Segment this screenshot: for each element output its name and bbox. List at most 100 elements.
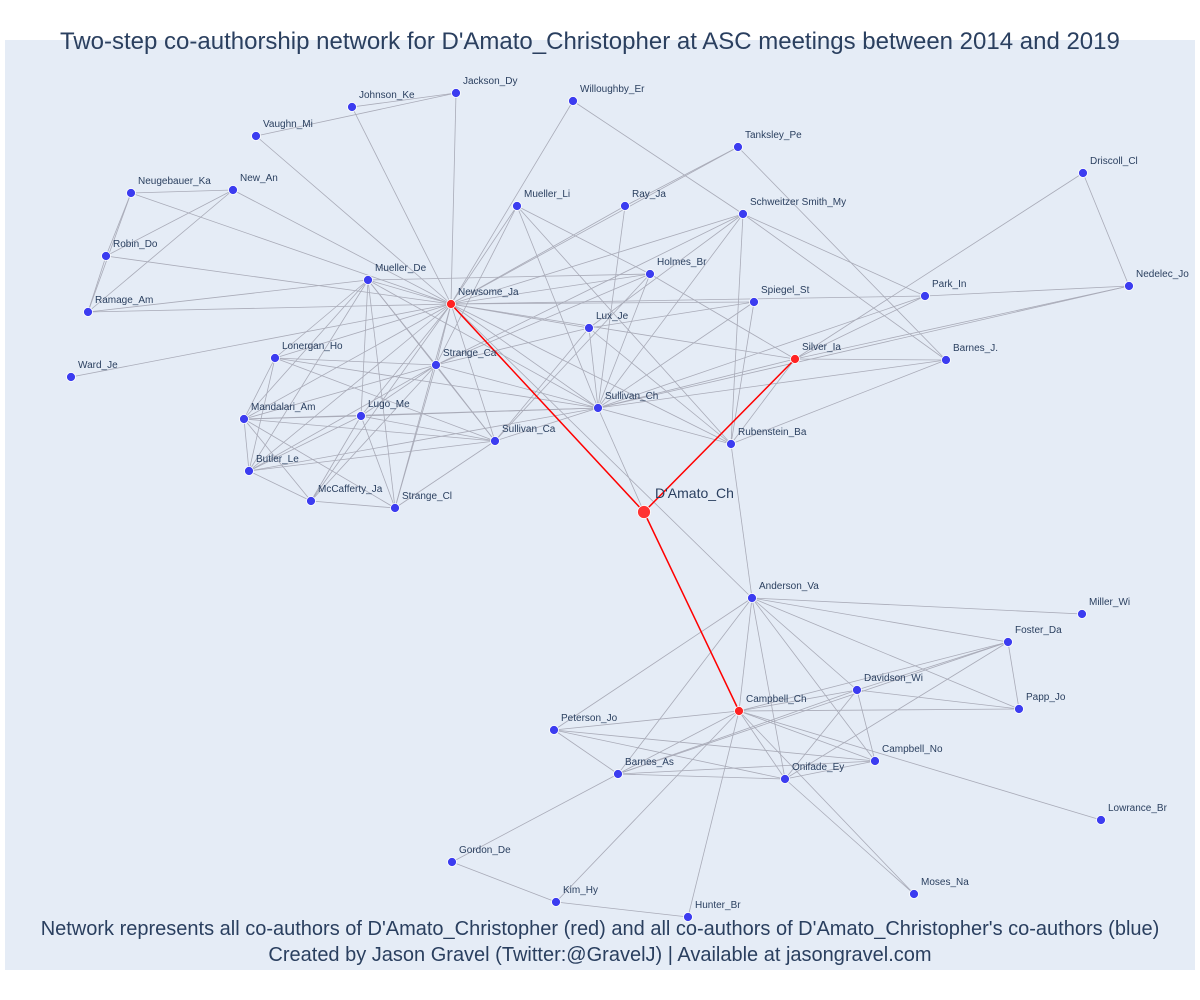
node-strange-ca[interactable] bbox=[431, 360, 441, 370]
node-lonergan-ho[interactable] bbox=[270, 353, 280, 363]
node-label-mueller-li: Mueller_Li bbox=[524, 189, 570, 200]
node-strange-cl[interactable] bbox=[390, 503, 400, 513]
coauthor-edge bbox=[367, 279, 396, 509]
node-label-spiegel-st: Spiegel_St bbox=[761, 285, 810, 296]
node-davidson-wi[interactable] bbox=[852, 685, 862, 695]
node-holmes-br[interactable] bbox=[645, 269, 655, 279]
node-d-amato-ch[interactable] bbox=[637, 505, 651, 519]
node-hunter-br[interactable] bbox=[683, 912, 693, 922]
node-neugebauer-ka[interactable] bbox=[126, 188, 136, 198]
coauthor-edge bbox=[494, 407, 599, 442]
node-jackson-dy[interactable] bbox=[451, 88, 461, 98]
node-park-in[interactable] bbox=[920, 291, 930, 301]
node-robin-do[interactable] bbox=[101, 251, 111, 261]
node-butler-le[interactable] bbox=[244, 466, 254, 476]
coauthor-edge bbox=[451, 773, 619, 863]
node-sullivan-ch[interactable] bbox=[593, 403, 603, 413]
node-label-silver-ia: Silver_Ia bbox=[802, 342, 841, 353]
coauthor-edge bbox=[450, 92, 457, 305]
coauthor-edge bbox=[751, 597, 1009, 643]
coauthor-edge bbox=[494, 273, 651, 442]
node-gordon-de[interactable] bbox=[447, 857, 457, 867]
footer-credit: Created by Jason Gravel (Twitter:@Gravel… bbox=[268, 944, 932, 966]
coauthor-edge bbox=[649, 273, 796, 360]
node-onifade-ey[interactable] bbox=[780, 774, 790, 784]
node-label-gordon-de: Gordon_De bbox=[459, 845, 511, 856]
node-mccafferty-ja[interactable] bbox=[306, 496, 316, 506]
coauthor-edge bbox=[274, 357, 599, 409]
coauthor-edge bbox=[856, 689, 1020, 710]
node-ward-je[interactable] bbox=[66, 372, 76, 382]
node-new-an[interactable] bbox=[228, 185, 238, 195]
node-papp-jo[interactable] bbox=[1014, 704, 1024, 714]
node-barnes-as[interactable] bbox=[613, 769, 623, 779]
coauthor-edge bbox=[494, 327, 590, 442]
node-lugo-me[interactable] bbox=[356, 411, 366, 421]
node-ray-ja[interactable] bbox=[620, 201, 630, 211]
coauthor-edge bbox=[784, 689, 858, 780]
node-johnson-ke[interactable] bbox=[347, 102, 357, 112]
node-label-sullivan-ch: Sullivan_Ch bbox=[605, 391, 658, 402]
node-schweitzer-smith-my[interactable] bbox=[738, 209, 748, 219]
node-label-robin-do: Robin_Do bbox=[113, 239, 158, 250]
coauthor-edge bbox=[232, 189, 452, 305]
coauthor-edge bbox=[738, 710, 786, 780]
coauthor-edge bbox=[597, 407, 645, 513]
coauthor-edge bbox=[738, 641, 1009, 712]
coauthor-edge bbox=[553, 729, 786, 780]
node-newsome-ja[interactable] bbox=[446, 299, 456, 309]
node-label-moses-na: Moses_Na bbox=[921, 877, 969, 888]
node-foster-da[interactable] bbox=[1003, 637, 1013, 647]
coauthor-edge bbox=[597, 273, 651, 409]
node-mueller-li[interactable] bbox=[512, 201, 522, 211]
node-willoughby-er[interactable] bbox=[568, 96, 578, 106]
node-rubenstein-ba[interactable] bbox=[726, 439, 736, 449]
node-label-vaughn-mi: Vaughn_Mi bbox=[263, 119, 313, 130]
coauthor-edge bbox=[243, 418, 312, 502]
coauthor-edge bbox=[450, 303, 753, 599]
coauthor-edge bbox=[130, 189, 234, 194]
node-sullivan-ca[interactable] bbox=[490, 436, 500, 446]
node-label-strange-cl: Strange_Cl bbox=[402, 491, 452, 502]
node-mueller-de[interactable] bbox=[363, 275, 373, 285]
node-miller-wi[interactable] bbox=[1077, 609, 1087, 619]
coauthor-edge bbox=[794, 285, 1130, 360]
coauthor-edge bbox=[360, 279, 369, 417]
node-vaughn-mi[interactable] bbox=[251, 131, 261, 141]
node-driscoll-cl[interactable] bbox=[1078, 168, 1088, 178]
coauthor-edge bbox=[730, 213, 744, 445]
node-barnes-j[interactable] bbox=[941, 355, 951, 365]
node-spiegel-st[interactable] bbox=[749, 297, 759, 307]
node-lowrance-br[interactable] bbox=[1096, 815, 1106, 825]
coauthor-edge bbox=[450, 303, 590, 329]
node-lux-je[interactable] bbox=[584, 323, 594, 333]
node-nedelec-jo[interactable] bbox=[1124, 281, 1134, 291]
node-ramage-am[interactable] bbox=[83, 307, 93, 317]
coauthor-edge bbox=[588, 327, 732, 445]
node-kim-hy[interactable] bbox=[551, 897, 561, 907]
node-campbell-ch[interactable] bbox=[734, 706, 744, 716]
coauthor-edge bbox=[1082, 172, 1130, 287]
coauthor-edge bbox=[248, 279, 369, 472]
node-moses-na[interactable] bbox=[909, 889, 919, 899]
coauthor-edge bbox=[435, 205, 518, 366]
node-peterson-jo[interactable] bbox=[549, 725, 559, 735]
coauthor-edge bbox=[360, 364, 437, 417]
coauthor-edge bbox=[751, 597, 1083, 615]
coauthor-edge bbox=[572, 100, 744, 215]
node-label-hunter-br: Hunter_Br bbox=[695, 900, 741, 911]
coauthor-edge bbox=[738, 710, 915, 895]
coauthor-edge bbox=[360, 415, 396, 509]
coauthor-edge bbox=[624, 146, 739, 207]
node-label-willoughby-er: Willoughby_Er bbox=[580, 84, 645, 95]
node-mandalari-am[interactable] bbox=[239, 414, 249, 424]
coauthor-edge bbox=[243, 418, 250, 472]
node-label-neugebauer-ka: Neugebauer_Ka bbox=[138, 176, 211, 187]
node-anderson-va[interactable] bbox=[747, 593, 757, 603]
node-silver-ia[interactable] bbox=[790, 354, 800, 364]
node-tanksley-pe[interactable] bbox=[733, 142, 743, 152]
coauthor-edge bbox=[450, 303, 796, 360]
coauthor-edge bbox=[617, 641, 1009, 775]
coauthor-edge bbox=[1007, 641, 1020, 710]
node-campbell-no[interactable] bbox=[870, 756, 880, 766]
